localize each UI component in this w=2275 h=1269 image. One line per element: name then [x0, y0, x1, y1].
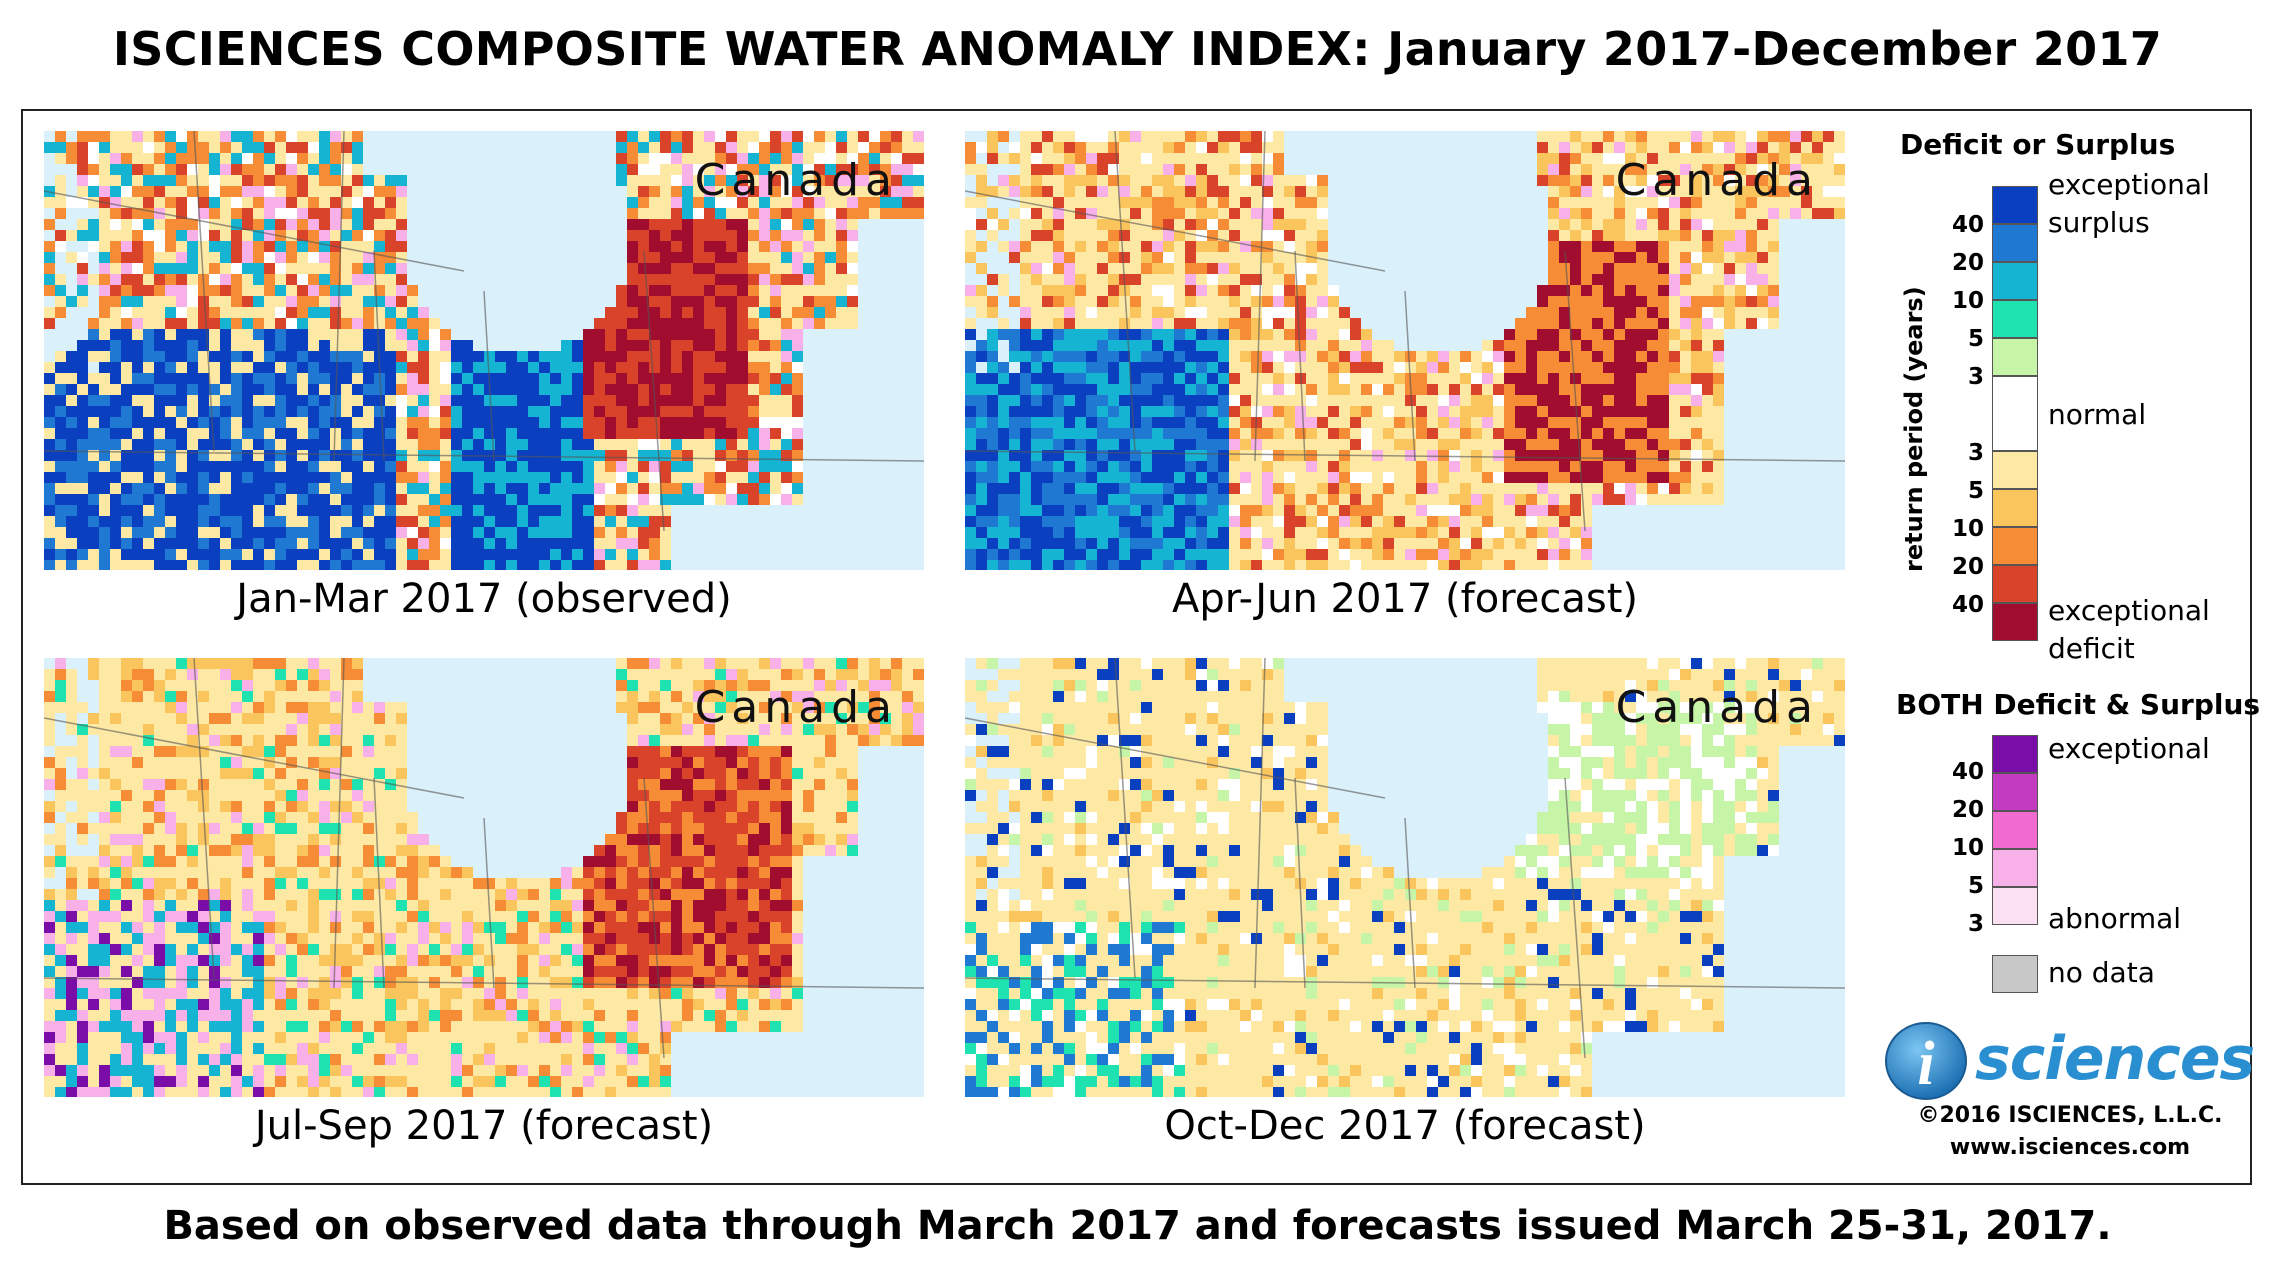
region-label: Canada — [694, 682, 898, 733]
tick-surplus-10: 10 — [1951, 288, 1984, 314]
tick-surplus-5: 5 — [1967, 326, 1984, 352]
tick-both-40: 40 — [1951, 759, 1984, 785]
swatch-deficit-3 — [1992, 451, 2038, 489]
tick-both-5: 5 — [1967, 873, 1984, 899]
legend-label-surplus: surplus — [2048, 206, 2150, 239]
anomaly-raster — [44, 131, 924, 570]
anomaly-raster — [44, 658, 924, 1097]
legend-label-exceptional-surplus: exceptional — [2048, 168, 2210, 201]
tick-both-10: 10 — [1951, 835, 1984, 861]
map-panel-jan-mar: Canada — [44, 131, 924, 570]
legend-label-deficit: deficit — [2048, 632, 2135, 665]
swatch-surplus-3 — [1992, 338, 2038, 376]
tick-surplus-20: 20 — [1951, 250, 1984, 276]
swatch-both-20 — [1992, 773, 2038, 811]
legend-label-both-exceptional: exceptional — [2048, 732, 2210, 765]
swatch-both-5 — [1992, 849, 2038, 887]
copyright-text: ©2016 ISCIENCES, L.L.C. — [1917, 1103, 2223, 1128]
swatch-surplus-40 — [1992, 186, 2038, 224]
website-link[interactable]: www.isciences.com — [1949, 1135, 2191, 1160]
swatch-normal — [1992, 376, 2038, 451]
logo-letter: i — [1917, 1030, 1934, 1098]
tick-both-3: 3 — [1967, 911, 1984, 937]
legend-label-normal: normal — [2048, 398, 2147, 431]
legend-axis-label: return period (years) — [1900, 286, 1928, 572]
tick-deficit-40: 40 — [1951, 592, 1984, 618]
tick-surplus-3: 3 — [1967, 364, 1984, 390]
legend-title-both: BOTH Deficit & Surplus — [1896, 688, 2261, 721]
legend-label-exceptional-deficit: exceptional — [2048, 594, 2210, 627]
swatch-deficit-5 — [1992, 489, 2038, 527]
anomaly-raster — [965, 131, 1845, 570]
swatch-both-3 — [1992, 887, 2038, 925]
map-panel-jul-sep: Canada — [44, 658, 924, 1097]
anomaly-raster — [965, 658, 1845, 1097]
swatch-surplus-20 — [1992, 224, 2038, 262]
map-caption-apr-jun: Apr-Jun 2017 (forecast) — [1172, 576, 1638, 622]
legend-label-no-data: no data — [2048, 956, 2155, 989]
footer-note: Based on observed data through March 201… — [163, 1203, 2112, 1249]
region-label: Canada — [1615, 682, 1819, 733]
tick-deficit-10: 10 — [1951, 516, 1984, 542]
swatch-both-10 — [1992, 811, 2038, 849]
swatch-deficit-10 — [1992, 527, 2038, 565]
map-caption-oct-dec: Oct-Dec 2017 (forecast) — [1164, 1103, 1646, 1149]
swatch-no-data — [1992, 955, 2038, 993]
tick-deficit-20: 20 — [1951, 554, 1984, 580]
tick-surplus-40: 40 — [1951, 212, 1984, 238]
map-caption-jan-mar: Jan-Mar 2017 (observed) — [236, 576, 732, 622]
logo-wordmark: sciences — [1975, 1024, 2255, 1094]
swatch-surplus-10 — [1992, 262, 2038, 300]
figure-frame — [21, 109, 2252, 1185]
swatch-deficit-20 — [1992, 565, 2038, 603]
map-caption-jul-sep: Jul-Sep 2017 (forecast) — [254, 1103, 714, 1149]
swatch-both-40 — [1992, 735, 2038, 773]
map-panel-oct-dec: Canada — [965, 658, 1845, 1097]
region-label: Canada — [1615, 155, 1819, 206]
tick-deficit-5: 5 — [1967, 478, 1984, 504]
tick-both-20: 20 — [1951, 797, 1984, 823]
page-title: ISCIENCES COMPOSITE WATER ANOMALY INDEX:… — [112, 22, 2163, 76]
tick-deficit-3: 3 — [1967, 440, 1984, 466]
swatch-surplus-5 — [1992, 300, 2038, 338]
legend-label-abnormal: abnormal — [2048, 902, 2182, 935]
map-panel-apr-jun: Canada — [965, 131, 1845, 570]
region-label: Canada — [694, 155, 898, 206]
swatch-deficit-40 — [1992, 603, 2038, 641]
isciences-logo: i — [1883, 1018, 1969, 1108]
legend-title-deficit-surplus: Deficit or Surplus — [1900, 128, 2176, 161]
